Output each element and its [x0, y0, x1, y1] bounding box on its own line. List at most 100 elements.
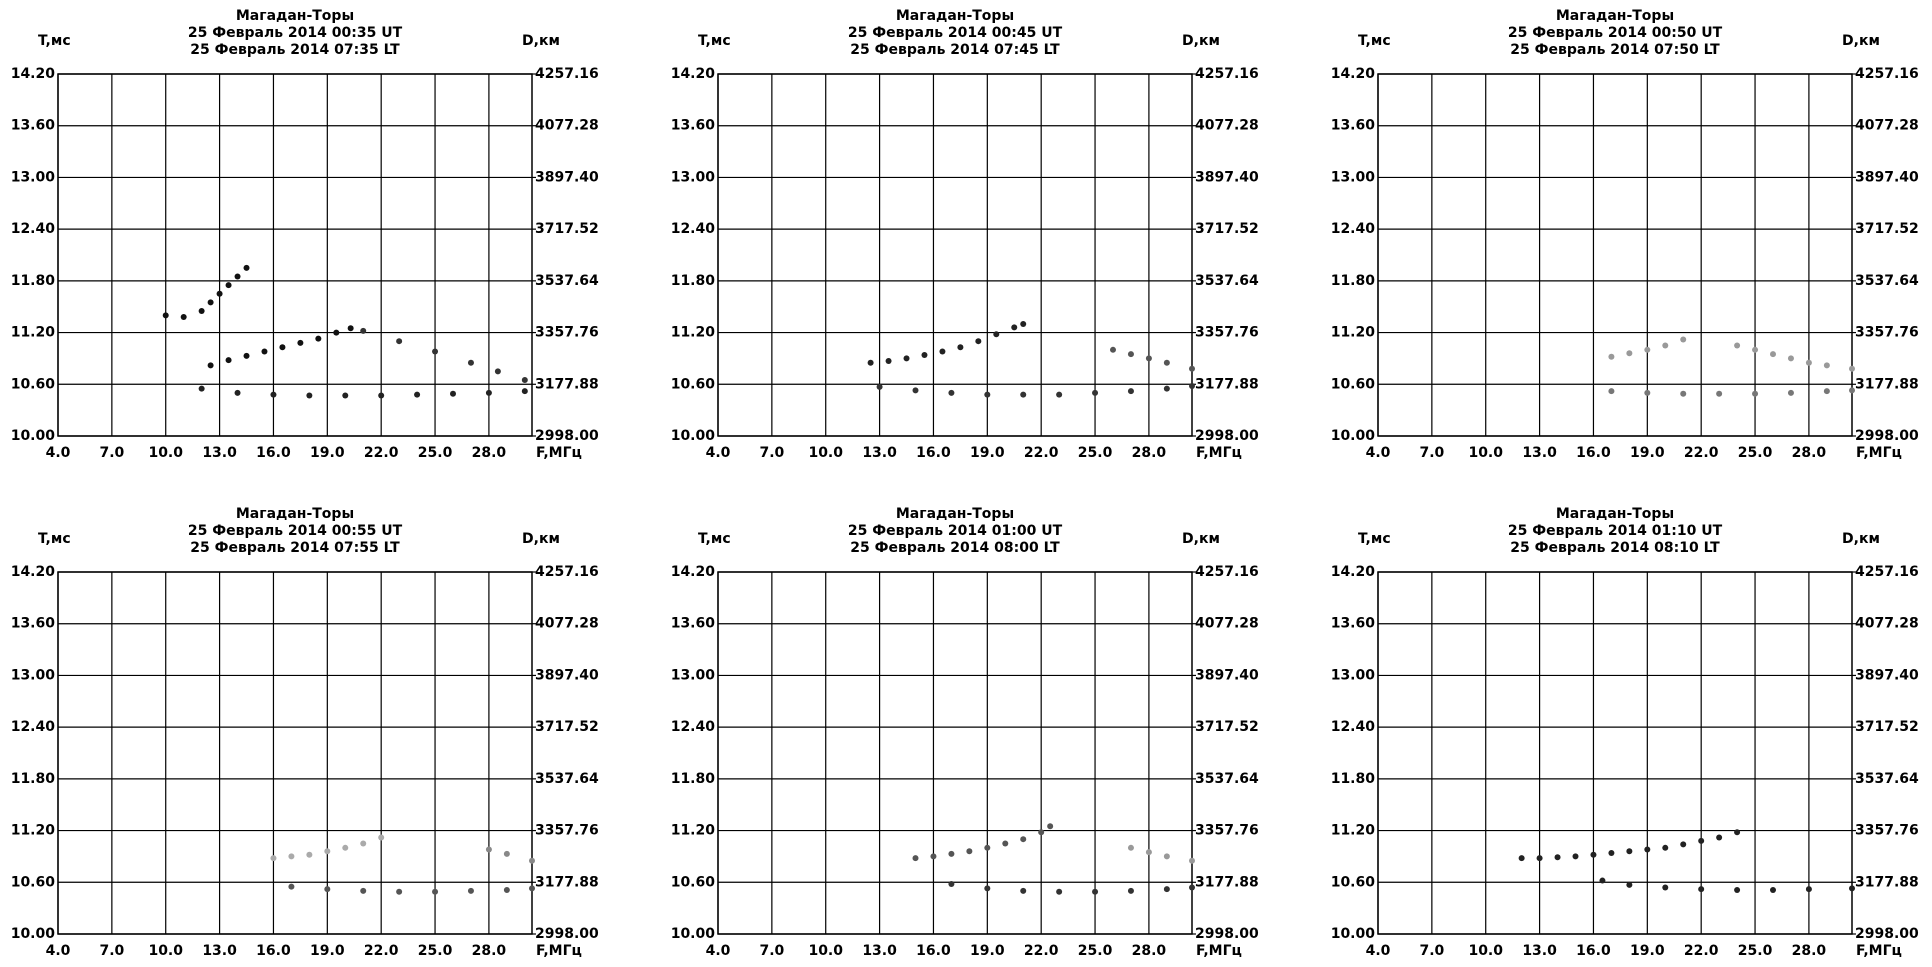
- x-tick-label: 13.0: [1522, 943, 1557, 959]
- x-tick-label: 19.0: [1630, 445, 1665, 461]
- echo-point: [1734, 829, 1741, 836]
- y2-tick-label: 2998.00: [1195, 428, 1259, 444]
- echo-point: [912, 387, 919, 394]
- x-tick-label: 25.0: [418, 943, 453, 959]
- echo-point: [378, 834, 385, 841]
- y-tick-label: 13.60: [11, 118, 56, 134]
- echo-point: [162, 312, 169, 319]
- echo-point: [1163, 385, 1170, 392]
- echo-point: [1716, 834, 1723, 841]
- x-tick-label: 19.0: [970, 943, 1005, 959]
- echo-point: [1110, 346, 1116, 353]
- x-tick-label: 4.0: [1366, 445, 1391, 461]
- plot-frame: [717, 571, 1193, 935]
- plot-frame: [57, 571, 533, 935]
- x-tick-label: 19.0: [970, 445, 1005, 461]
- echo-point: [324, 848, 331, 855]
- echo-point: [485, 846, 492, 853]
- y-tick-label: 12.40: [671, 719, 716, 735]
- y2-tick-label: 4077.28: [1855, 616, 1919, 632]
- x-tick-label: 16.0: [256, 445, 291, 461]
- y-tick-label: 14.20: [11, 564, 56, 580]
- echo-point: [984, 391, 991, 398]
- y-tick-label: 11.20: [11, 823, 56, 839]
- echo-point: [1608, 353, 1615, 360]
- echo-point: [360, 887, 367, 894]
- chart-subtitle: 25 Февраль 2014 07:45 LT: [850, 42, 1060, 58]
- echo-point: [912, 855, 919, 862]
- y2-tick-label: 4257.16: [1195, 66, 1259, 82]
- y2-tick-label: 3897.40: [535, 169, 599, 185]
- y-axis-label: T,мс: [698, 33, 731, 49]
- y-tick-label: 13.60: [1331, 616, 1376, 632]
- y-tick-label: 13.00: [671, 169, 716, 185]
- echo-point: [903, 355, 910, 362]
- echo-point: [306, 851, 313, 858]
- echo-point: [984, 844, 991, 851]
- x-tick-label: 28.0: [1792, 943, 1827, 959]
- echo-point: [1038, 829, 1045, 836]
- x-tick-label: 7.0: [99, 445, 124, 461]
- y2-tick-label: 3537.64: [1855, 771, 1919, 787]
- x-tick-label: 19.0: [310, 445, 345, 461]
- x-axis-label: F,МГц: [1196, 445, 1242, 461]
- echo-point: [1680, 841, 1687, 848]
- echo-point: [1626, 350, 1633, 357]
- x-tick-label: 4.0: [46, 943, 71, 959]
- echo-point: [939, 348, 946, 355]
- echo-point: [1680, 390, 1687, 397]
- echo-point: [378, 392, 385, 399]
- x-tick-label: 10.0: [148, 445, 183, 461]
- x-axis-label: F,МГц: [536, 445, 582, 461]
- y2-tick-label: 2998.00: [1855, 428, 1919, 444]
- echo-point: [467, 887, 474, 894]
- echo-point: [521, 388, 528, 395]
- y-tick-label: 14.20: [1331, 564, 1376, 580]
- echo-point: [1805, 359, 1812, 366]
- y-tick-label: 10.00: [671, 926, 716, 942]
- echo-point: [1002, 840, 1009, 847]
- x-axis-label: F,МГц: [1856, 445, 1902, 461]
- echo-point: [288, 883, 295, 890]
- y-tick-label: 13.00: [11, 667, 56, 683]
- echo-point: [1770, 887, 1776, 894]
- echo-point: [1752, 346, 1759, 353]
- y2-axis-label: D,км: [522, 531, 560, 547]
- echo-point: [1518, 855, 1525, 862]
- echo-point: [1127, 351, 1134, 358]
- x-tick-label: 4.0: [706, 445, 731, 461]
- y-axis-label: T,мс: [698, 531, 731, 547]
- y-tick-label: 12.40: [1331, 221, 1376, 237]
- plot-frame: [717, 73, 1193, 437]
- plot-frame: [57, 73, 533, 437]
- x-tick-label: 25.0: [1738, 943, 1773, 959]
- y2-tick-label: 3177.88: [535, 874, 599, 890]
- x-axis-label: F,МГц: [1196, 943, 1242, 959]
- echo-point: [1189, 383, 1195, 390]
- x-tick-label: 25.0: [418, 445, 453, 461]
- chart-subtitle: 25 Февраль 2014 08:00 LT: [850, 540, 1060, 556]
- echo-point: [360, 840, 367, 847]
- chart-title: Магадан-Торы: [896, 506, 1014, 522]
- y-tick-label: 13.60: [671, 616, 716, 632]
- y-tick-label: 12.40: [1331, 719, 1376, 735]
- y-axis-label: T,мс: [38, 33, 71, 49]
- echo-point: [1020, 887, 1027, 894]
- y2-tick-label: 3357.76: [1855, 823, 1919, 839]
- echo-point: [1092, 888, 1099, 895]
- x-tick-label: 28.0: [1132, 943, 1167, 959]
- echo-point: [975, 338, 982, 345]
- echo-point: [1189, 857, 1195, 864]
- x-tick-label: 16.0: [1576, 445, 1611, 461]
- y2-tick-label: 3177.88: [1195, 376, 1259, 392]
- echo-point: [347, 325, 354, 332]
- echo-point: [1770, 351, 1776, 358]
- y2-tick-label: 3537.64: [1195, 771, 1259, 787]
- chart-subtitle: 25 Февраль 2014 00:45 UT: [848, 25, 1063, 41]
- y2-tick-label: 4257.16: [535, 564, 599, 580]
- echo-point: [1734, 887, 1741, 894]
- echo-point: [279, 344, 286, 351]
